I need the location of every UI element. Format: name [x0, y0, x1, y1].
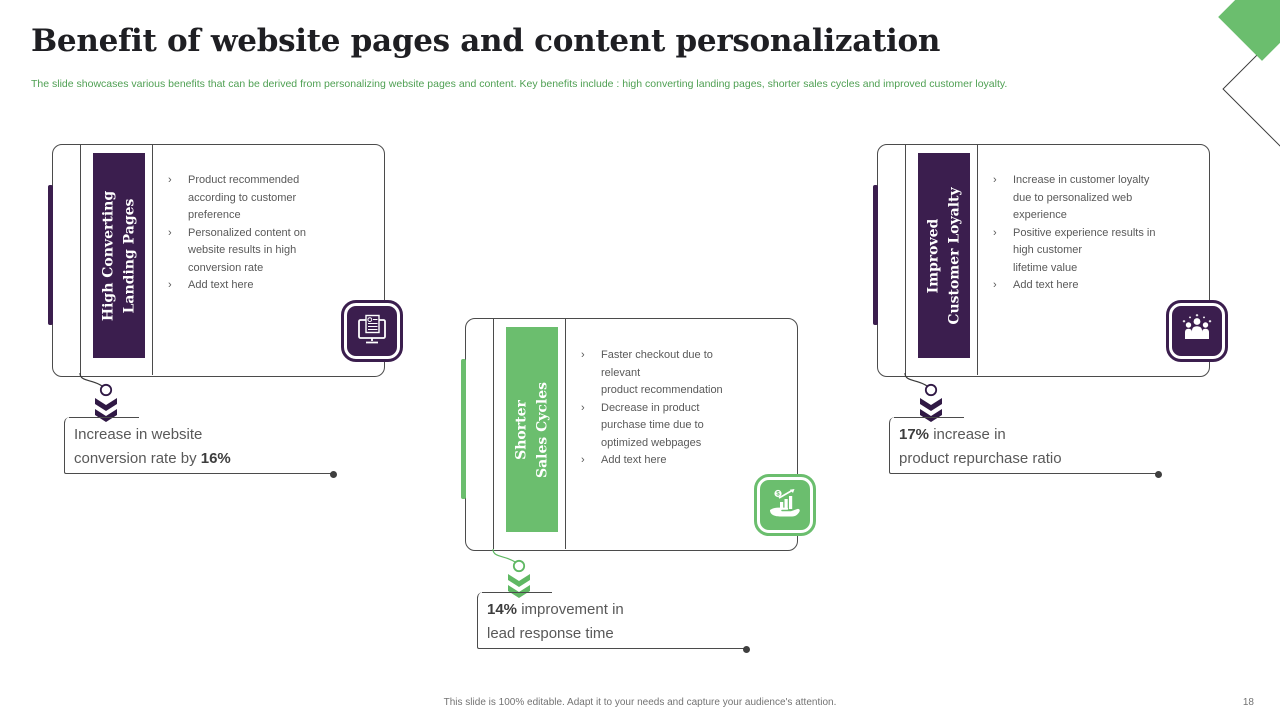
bullet-item: › Positive experience results in high cus…: [993, 225, 1208, 278]
bullet-text: Add text here: [601, 454, 667, 466]
bullet-marker: ›: [993, 279, 997, 291]
bullet-list: › Product recommended according to custom…: [168, 172, 383, 295]
connector-circle: [512, 559, 526, 573]
bullet-text: Personalized content on website results …: [188, 226, 307, 274]
chevron-down-icon: [95, 398, 117, 411]
connector-curve: [904, 372, 928, 387]
slide-subtitle: The slide showcases various benefits tha…: [31, 78, 1008, 90]
stat-value: 14%: [487, 601, 518, 618]
bullet-item: › Add text here: [168, 277, 383, 295]
bullet-marker: ›: [581, 454, 585, 466]
stat-callout: Increase in website conversion rate by 1…: [64, 417, 337, 478]
stat-value: 17%: [899, 426, 930, 443]
card-divider-line: [152, 144, 153, 375]
stat-topline: [69, 417, 139, 419]
stat-callout: 14% improvement in lead response time: [477, 592, 750, 653]
bullet-item: › Add text here: [581, 452, 796, 470]
bullet-item: › Faster checkout due to relevant product…: [581, 347, 796, 400]
bullet-item: › Decrease in product purchase time due t…: [581, 400, 796, 453]
card-divider-line: [80, 144, 81, 375]
card-divider-line: [493, 318, 494, 549]
bullet-text: Increase in customer loyalty due to pers…: [1013, 174, 1150, 221]
bullet-marker: ›: [581, 349, 585, 361]
stat-dot: [1155, 470, 1162, 478]
bullet-list: › Faster checkout due to relevant product…: [581, 347, 796, 470]
icon-badge: [341, 300, 403, 362]
stat-label: improvement in lead response time: [487, 601, 624, 642]
stat-callout: 17% increase in product repurchase ratio: [889, 417, 1162, 478]
icon-badge: $: [754, 474, 816, 536]
card-label: Shorter Sales Cycles: [513, 381, 550, 478]
bullet-item: › Add text here: [993, 277, 1208, 295]
chevron-down-icon: [508, 574, 530, 587]
connector: [904, 372, 942, 422]
bullet-list: › Increase in customer loyalty due to per…: [993, 172, 1208, 295]
stat-text: Increase in website conversion rate by 1…: [74, 423, 231, 471]
bullet-marker: ›: [168, 226, 172, 239]
card-label: High Converting Landing Pages: [100, 190, 137, 321]
chevron-down-icon: [920, 398, 942, 411]
stat-text: 14% improvement in lead response time: [487, 598, 624, 646]
bullet-text: Product recommended according to custome…: [188, 174, 300, 221]
team-icon: [1172, 306, 1222, 356]
connector-circle: [924, 383, 938, 397]
connector-curve: [79, 372, 103, 387]
chevron-down-icon: [95, 409, 117, 422]
bullet-marker: ›: [168, 279, 172, 291]
stat-dot: [743, 645, 750, 653]
monitor-document-icon: [347, 306, 397, 356]
card-label: Improved Customer Loyalty: [925, 186, 962, 325]
svg-text:$: $: [776, 492, 780, 498]
bullet-marker: ›: [993, 174, 997, 186]
bullet-marker: ›: [581, 401, 585, 414]
stat-value: 16%: [200, 450, 231, 467]
bullet-marker: ›: [168, 174, 172, 186]
bullet-text: Add text here: [188, 279, 254, 291]
card-accent-bar: [873, 185, 878, 325]
card-accent-bar: [461, 359, 466, 499]
hand-chart-icon: $: [760, 480, 810, 530]
page-title: Benefit of website pages and content per…: [31, 23, 941, 59]
stat-topline: [482, 592, 552, 594]
bullet-text: Faster checkout due to relevant product …: [601, 349, 723, 396]
stat-label: increase in product repurchase ratio: [899, 426, 1062, 467]
card-label-bar: Shorter Sales Cycles: [506, 327, 558, 532]
connector: [79, 372, 117, 422]
page-number: 18: [1242, 697, 1254, 708]
stat-dot: [330, 470, 337, 478]
connector: [492, 548, 530, 598]
footer-note: This slide is 100% editable. Adapt it to…: [443, 697, 837, 708]
card-label-bar: High Converting Landing Pages: [93, 153, 145, 358]
card-accent-bar: [48, 185, 53, 325]
icon-badge: [1166, 300, 1228, 362]
bullet-item: › Increase in customer loyalty due to per…: [993, 172, 1208, 225]
bullet-marker: ›: [993, 226, 997, 239]
bullet-text: Add text here: [1013, 279, 1079, 291]
stat-text: 17% increase in product repurchase ratio: [899, 423, 1062, 471]
stat-label: Increase in website conversion rate by: [74, 426, 203, 467]
card-divider-line: [905, 144, 906, 375]
card-label-bar: Improved Customer Loyalty: [918, 153, 970, 358]
card-divider-line: [565, 318, 566, 549]
connector-circle: [99, 383, 113, 397]
bullet-text: Decrease in product purchase time due to…: [601, 401, 704, 449]
card-divider-line: [977, 144, 978, 375]
bullet-item: › Personalized content on website results…: [168, 225, 383, 278]
bullet-text: Positive experience results in high cust…: [1013, 226, 1156, 274]
chevron-down-icon: [920, 409, 942, 422]
chevron-down-icon: [508, 585, 530, 598]
connector-curve: [492, 548, 516, 563]
green-diamond-decor: [1218, 0, 1280, 61]
stat-topline: [894, 417, 964, 419]
bullet-item: › Product recommended according to custom…: [168, 172, 383, 225]
